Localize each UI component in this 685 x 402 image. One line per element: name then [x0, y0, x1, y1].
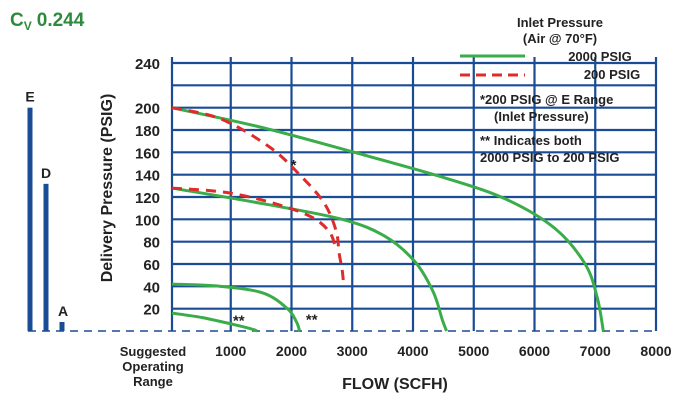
legend-entry-2000: 2000 PSIG — [568, 49, 632, 64]
note-asterisk-line1: *200 PSIG @ E Range — [480, 92, 613, 107]
tick-labels: 20 40 60 80 100 120 140 160 180 200 240 1000 2000 300… — [135, 56, 672, 359]
range-label-line3: Range — [133, 374, 173, 389]
legend-entry-200: 200 PSIG — [584, 67, 640, 82]
series-curve-2000-psig-1 — [171, 186, 448, 332]
series-curve-2000-psig-0 — [171, 106, 605, 332]
suggested-range-label: Suggested Operating Range — [120, 344, 187, 389]
x-axis-label: FLOW (SCFH) — [342, 376, 448, 393]
legend-title-line1: Inlet Pressure — [517, 15, 603, 30]
series — [171, 106, 605, 333]
range-label-line1: Suggested — [120, 344, 187, 359]
y-axis-label: Delivery Pressure (PSIG) — [99, 94, 116, 283]
range-label-A: A — [58, 303, 68, 319]
y-tick-label-100: 100 — [135, 212, 160, 229]
x-tick-label-6000: 6000 — [519, 343, 550, 359]
x-tick-label-4000: 4000 — [397, 343, 428, 359]
notes: *200 PSIG @ E Range (Inlet Pressure) ** … — [480, 92, 619, 165]
annotation-2: ** — [306, 311, 318, 328]
y-tick-label-140: 140 — [135, 168, 160, 185]
x-tick-label-7000: 7000 — [580, 343, 611, 359]
series-curve-2000-psig-3 — [171, 311, 258, 333]
note-double-line1: ** Indicates both — [480, 133, 582, 148]
legend-title-line2: (Air @ 70°F) — [523, 31, 597, 46]
y-tick-label-80: 80 — [143, 235, 160, 252]
y-tick-label-20: 20 — [143, 302, 160, 319]
series-curve-200-psig-5 — [171, 186, 338, 252]
operating-range-bars: E D A — [25, 89, 68, 332]
y-tick-label-180: 180 — [135, 123, 160, 140]
note-double-line2: 2000 PSIG to 200 PSIG — [480, 150, 619, 165]
range-bar-A — [59, 322, 65, 331]
y-tick-label-240: 240 — [135, 56, 160, 73]
annotation-1: ** — [233, 312, 245, 329]
annotation-0: * — [291, 157, 297, 174]
x-tick-label-2000: 2000 — [276, 343, 307, 359]
y-tick-label-160: 160 — [135, 145, 160, 162]
range-label-D: D — [41, 165, 51, 181]
annotations: *** ** — [233, 157, 318, 329]
range-label-line2: Operating — [122, 359, 183, 374]
note-asterisk-line2: (Inlet Pressure) — [494, 109, 589, 124]
y-tick-label-120: 120 — [135, 190, 160, 207]
x-tick-label-5000: 5000 — [458, 343, 489, 359]
cv-title: CV 0.244 — [10, 10, 85, 33]
y-tick-label-200: 200 — [135, 101, 160, 118]
x-tick-label-1000: 1000 — [215, 343, 246, 359]
range-bar-D — [43, 183, 49, 331]
range-label-E: E — [25, 89, 34, 105]
series-curve-200-psig-4 — [171, 106, 345, 281]
legend: Inlet Pressure (Air @ 70°F) 2000 PSIG 20… — [460, 15, 640, 82]
range-bar-E — [27, 107, 33, 332]
x-tick-label-8000: 8000 — [640, 343, 671, 359]
y-tick-label-40: 40 — [143, 279, 160, 296]
y-tick-label-60: 60 — [143, 257, 160, 274]
x-tick-label-3000: 3000 — [337, 343, 368, 359]
series-curve-2000-psig-2 — [171, 282, 302, 332]
